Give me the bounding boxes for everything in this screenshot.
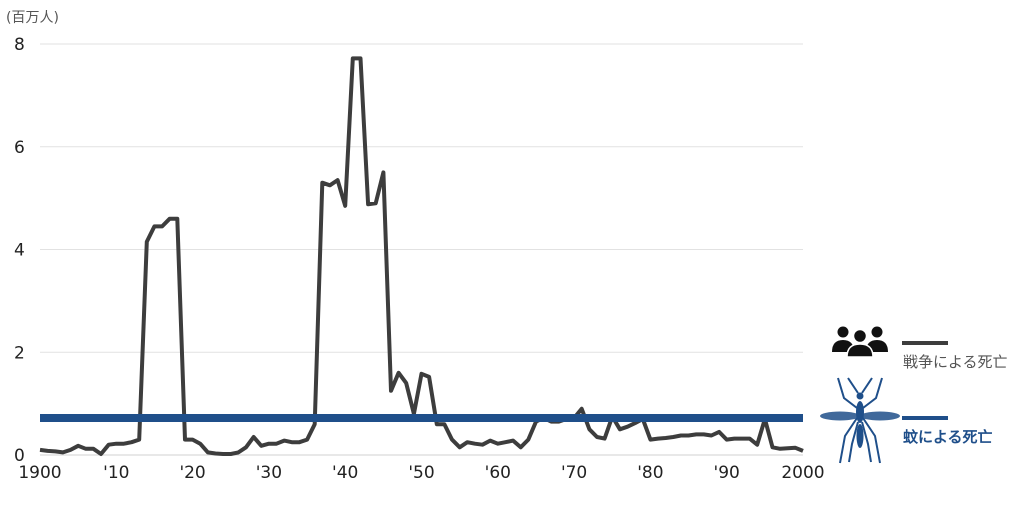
y-tick-label: 6 — [14, 138, 25, 158]
series-line-war — [39, 56, 804, 456]
y-tick-label: 2 — [14, 343, 25, 363]
x-tick-label: '80 — [637, 463, 663, 483]
x-tick-label: '90 — [714, 463, 740, 483]
x-tick-label: '70 — [561, 463, 587, 483]
y-tick-labels: 0 2 4 6 8 — [14, 35, 25, 466]
x-tick-label: '60 — [485, 463, 511, 483]
x-tick-labels: 1900 '10 '20 '30 '40 '50 '60 '70 '80 '90 2000 — [18, 463, 824, 483]
legend-war: 戦争による死亡 — [832, 326, 1008, 371]
x-tick-label: 2000 — [781, 463, 824, 483]
x-tick-label: '30 — [256, 463, 282, 483]
x-tick-label: '10 — [103, 463, 129, 483]
gridlines — [40, 43, 803, 456]
y-tick-label: 0 — [14, 446, 25, 466]
legend-mosquito: 蚊による死亡 — [820, 377, 993, 464]
x-tick-label: 1900 — [18, 463, 61, 483]
y-tick-label: 8 — [14, 35, 25, 55]
legend-war-label: 戦争による死亡 — [903, 353, 1008, 371]
x-tick-label: '40 — [332, 463, 358, 483]
mosquito-icon — [820, 377, 900, 464]
people-group-icon — [832, 326, 888, 358]
legend-mosquito-label: 蚊による死亡 — [903, 428, 993, 446]
series-layer — [39, 56, 804, 456]
y-tick-label: 4 — [14, 241, 25, 261]
x-tick-label: '20 — [179, 463, 205, 483]
y-unit-label: (百万人) — [6, 10, 59, 26]
x-tick-label: '50 — [408, 463, 434, 483]
